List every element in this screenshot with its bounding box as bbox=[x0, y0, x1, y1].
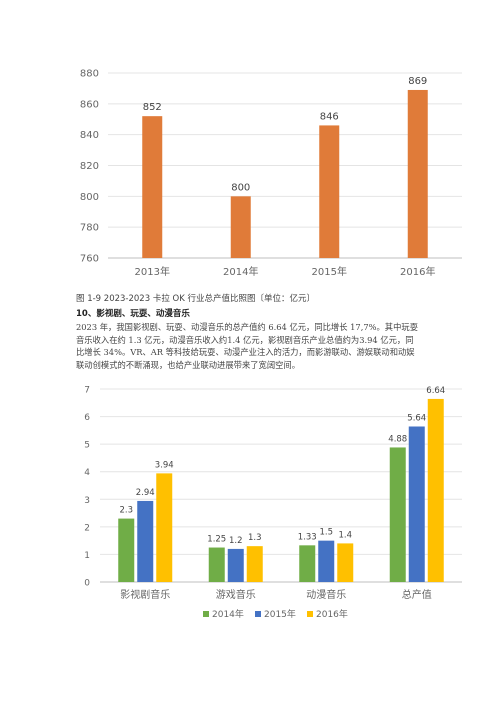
legend-swatch bbox=[307, 611, 313, 617]
bar bbox=[318, 540, 335, 582]
y-tick-label: 780 bbox=[80, 223, 99, 234]
data-label: 846 bbox=[320, 111, 339, 122]
legend-label: 2016年 bbox=[316, 608, 348, 620]
data-label: 3.94 bbox=[155, 460, 174, 470]
x-tick-label: 2015年 bbox=[312, 265, 347, 278]
bar bbox=[427, 398, 444, 582]
bar bbox=[118, 518, 135, 582]
legend-swatch bbox=[203, 611, 209, 617]
y-tick-label: 5 bbox=[84, 441, 90, 451]
paragraph-line: 联动创模式的不断涌现，也给产业联动进展带来了宽阔空间。 bbox=[76, 359, 301, 370]
bar bbox=[246, 546, 263, 582]
x-tick-label: 2013年 bbox=[135, 265, 170, 278]
data-label: 869 bbox=[408, 76, 427, 87]
y-tick-label: 4 bbox=[84, 468, 90, 478]
data-label: 5.64 bbox=[407, 413, 426, 423]
paragraph-line: 2023 年，我国影视剧、玩耍、动漫音乐的总产值约 6.64 亿元，同比增长 1… bbox=[76, 322, 418, 332]
bar bbox=[299, 545, 316, 582]
data-label: 1.3 bbox=[248, 533, 262, 543]
bar bbox=[208, 547, 225, 582]
legend-label: 2014年 bbox=[212, 608, 244, 620]
bar bbox=[142, 116, 163, 259]
data-label: 2.3 bbox=[119, 506, 133, 516]
x-tick-label: 动漫音乐 bbox=[306, 588, 346, 601]
y-tick-label: 1 bbox=[84, 551, 90, 561]
y-tick-label: 820 bbox=[80, 161, 99, 172]
data-label: 1.5 bbox=[319, 528, 333, 538]
y-tick-label: 760 bbox=[80, 254, 99, 265]
y-tick-label: 860 bbox=[80, 99, 99, 110]
bar bbox=[230, 196, 251, 258]
paragraph-line: 音乐收入在约 1.3 亿元，动漫音乐收入约1.4 亿元，影视剧音乐产业总值约为3… bbox=[76, 334, 414, 345]
legend-label: 2015年 bbox=[264, 608, 296, 620]
data-label: 800 bbox=[231, 182, 250, 193]
x-tick-label: 影视剧音乐 bbox=[120, 588, 170, 601]
y-tick-label: 2 bbox=[84, 523, 90, 533]
data-label: 852 bbox=[143, 102, 162, 113]
data-label: 2.94 bbox=[136, 488, 155, 498]
bar bbox=[407, 89, 428, 258]
bar bbox=[156, 473, 173, 582]
data-label: 1.4 bbox=[338, 530, 352, 540]
bar bbox=[337, 543, 354, 582]
bar bbox=[227, 548, 244, 582]
y-tick-label: 0 bbox=[84, 579, 90, 589]
paragraph-line: 比增长 34%。VR、AR 等科技给玩耍、动漫产业注入的活力，而影游联动、游娱联… bbox=[76, 347, 415, 357]
data-label: 4.88 bbox=[388, 434, 407, 444]
data-label: 1.2 bbox=[229, 536, 243, 546]
data-label: 1.33 bbox=[298, 532, 317, 542]
data-label: 1.25 bbox=[207, 535, 226, 545]
section-paragraph: 2023 年，我国影视剧、玩耍、动漫音乐的总产值约 6.64 亿元，同比增长 1… bbox=[76, 321, 436, 371]
y-tick-label: 840 bbox=[80, 130, 99, 141]
bar bbox=[408, 426, 425, 582]
bar bbox=[389, 447, 406, 582]
bar bbox=[137, 500, 154, 582]
x-tick-label: 2016年 bbox=[400, 265, 435, 278]
x-tick-label: 2014年 bbox=[223, 265, 258, 278]
bar bbox=[319, 125, 340, 259]
y-tick-label: 6 bbox=[84, 413, 90, 423]
y-tick-label: 880 bbox=[80, 69, 99, 80]
y-tick-label: 800 bbox=[80, 192, 99, 203]
y-tick-label: 7 bbox=[84, 386, 90, 396]
section-heading: 10、影视剧、玩耍、动漫音乐 bbox=[76, 309, 190, 319]
x-tick-label: 游戏音乐 bbox=[216, 588, 256, 601]
total-output-bar-chart: 760 780 800 820 840 860 880 852 2013年 800 2014年 846… bbox=[80, 69, 462, 278]
y-tick-label: 3 bbox=[84, 496, 90, 506]
data-label: 6.64 bbox=[426, 386, 445, 396]
x-tick-label: 总产值 bbox=[402, 588, 432, 601]
legend-swatch bbox=[255, 611, 261, 617]
figure-caption: 图 1-9 2023-2023 卡拉 OK 行业总产值比照图〔单位：亿元〕 bbox=[76, 294, 315, 304]
